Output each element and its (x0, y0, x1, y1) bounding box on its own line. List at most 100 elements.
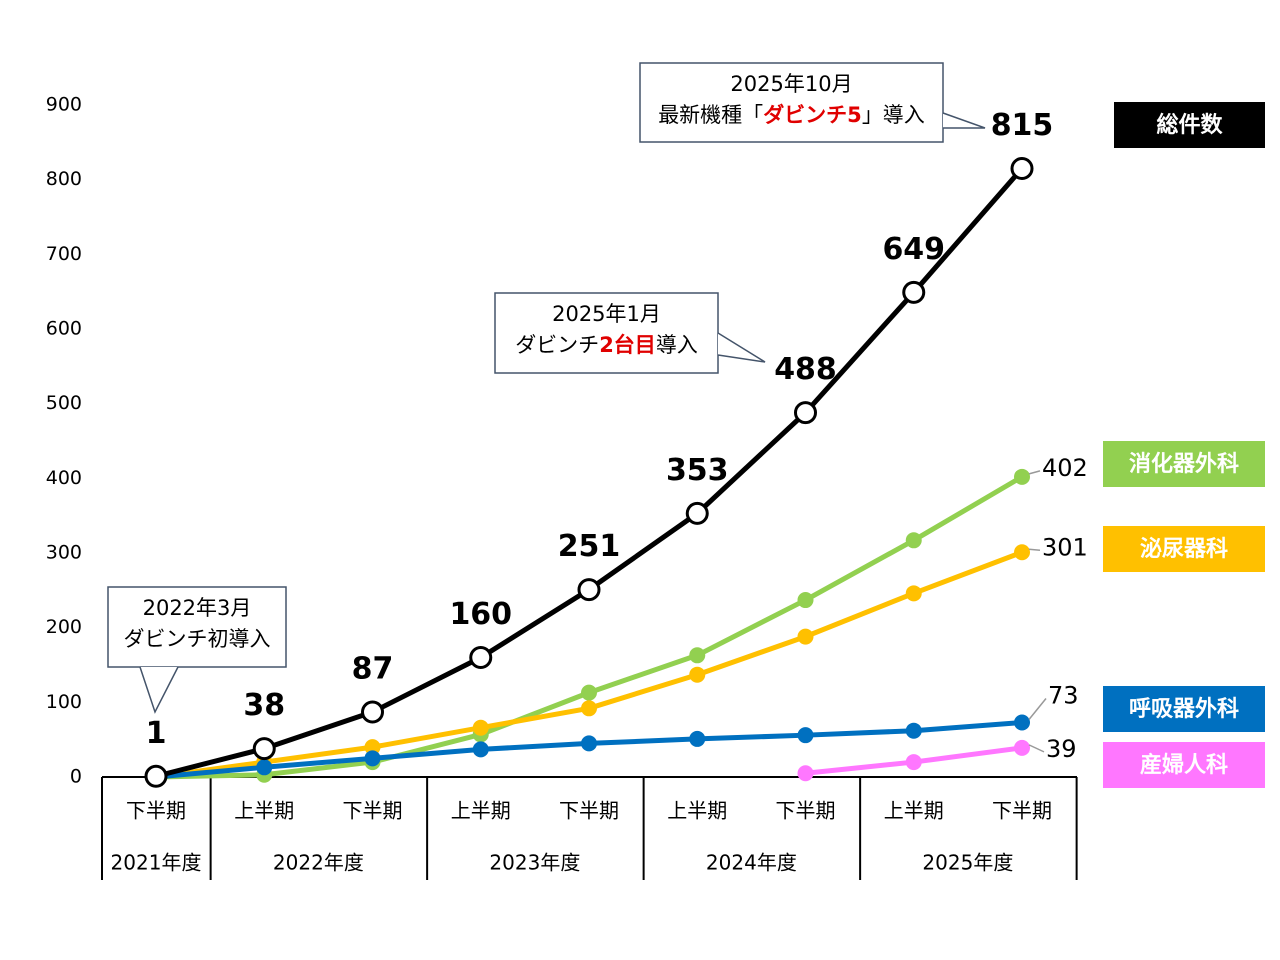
point (577, 578, 601, 602)
point (905, 585, 922, 602)
point (689, 666, 706, 683)
leader-line (1028, 744, 1045, 753)
point (252, 737, 276, 761)
annotation-text: 2022年3月 (143, 596, 252, 620)
annotation-segment: 2022年3月 (143, 596, 252, 620)
annotation-pointer (717, 332, 766, 363)
data-label: 160 (449, 597, 512, 632)
data-label: 38 (243, 688, 285, 723)
annotation-text: ダビンチ2台目導入 (515, 333, 698, 357)
annotation-text: 2025年10月 (730, 72, 852, 96)
legend-box (1103, 686, 1265, 732)
point (794, 401, 817, 425)
x-group-label: 2025年度 (922, 851, 1013, 875)
pointer-cover (109, 588, 285, 666)
pointer-cover (496, 294, 717, 372)
point (905, 532, 922, 549)
annotation-segment: 」導入 (862, 103, 925, 127)
point (689, 730, 706, 747)
y-tick-label: 700 (46, 243, 82, 265)
data-label: 87 (352, 652, 394, 687)
x-tick-label: 下半期 (776, 799, 836, 823)
x-group-label: 2021年度 (111, 851, 202, 875)
point (364, 750, 381, 767)
point (797, 765, 814, 782)
y-tick-label: 900 (46, 94, 82, 116)
point (1014, 544, 1030, 561)
y-tick-label: 800 (46, 168, 82, 190)
point (1010, 156, 1034, 180)
annotation-text: ダビンチ初導入 (124, 627, 271, 651)
point (685, 501, 709, 525)
annotation-segment: 2台目 (599, 333, 656, 357)
legend-box (1114, 102, 1265, 148)
point (797, 628, 814, 645)
annotation-pointer (942, 112, 986, 129)
point (581, 684, 597, 701)
annotation-text: 最新機種「ダビンチ5」導入 (658, 103, 925, 127)
y-tick-label: 400 (46, 467, 82, 489)
annotation-segment: ダビンチ (515, 333, 599, 357)
leader-line (1028, 548, 1041, 551)
point (361, 700, 384, 724)
data-label: 353 (666, 453, 729, 488)
data-label: 73 (1048, 681, 1079, 709)
point (1014, 714, 1030, 731)
data-label: 251 (558, 529, 621, 564)
annotation-text: 2025年1月 (552, 302, 661, 326)
legend-label: 総件数 (1156, 112, 1223, 138)
annotation-segment: 2025年10月 (730, 72, 852, 96)
point (581, 700, 597, 717)
point (472, 741, 489, 758)
leader-line (1028, 470, 1041, 475)
x-tick-label: 上半期 (884, 799, 944, 823)
x-group-label: 2024年度 (706, 851, 797, 875)
x-tick-label: 上半期 (451, 799, 511, 823)
annotation-segment: 導入 (656, 333, 698, 357)
point (905, 754, 922, 771)
point (797, 727, 814, 744)
x-tick-label: 上半期 (667, 799, 727, 823)
point (472, 719, 489, 736)
annotation-segment: ダビンチ初導入 (124, 627, 271, 651)
x-tick-label: 下半期 (126, 799, 186, 823)
legend-label: 産婦人科 (1140, 752, 1228, 778)
y-tick-label: 500 (46, 392, 82, 414)
point (902, 280, 926, 304)
data-label: 1 (146, 716, 167, 751)
annotation-segment: 最新機種「 (658, 103, 763, 127)
legend-box (1103, 526, 1265, 572)
legend-label: 呼吸器外科 (1129, 696, 1239, 722)
x-tick-label: 下半期 (992, 799, 1052, 823)
point (469, 646, 493, 670)
x-group-label: 2022年度 (273, 851, 364, 875)
point (144, 764, 168, 788)
point (1014, 468, 1030, 485)
x-tick-label: 上半期 (234, 799, 294, 823)
data-label: 402 (1042, 454, 1088, 482)
data-label: 488 (774, 352, 837, 387)
legend-box (1103, 441, 1265, 487)
point (364, 739, 381, 756)
x-tick-label: 下半期 (343, 799, 403, 823)
y-tick-label: 100 (46, 691, 82, 713)
legend-box (1103, 742, 1265, 788)
point (1014, 739, 1030, 756)
point (256, 759, 273, 776)
x-tick-label: 下半期 (559, 799, 619, 823)
y-tick-label: 300 (46, 542, 82, 564)
x-group-label: 2023年度 (489, 851, 580, 875)
annotation-segment: ダビンチ5 (763, 103, 862, 127)
y-tick-label: 600 (46, 318, 82, 340)
point (689, 647, 706, 664)
data-label: 39 (1046, 735, 1077, 763)
data-label: 815 (991, 108, 1054, 143)
y-tick-label: 200 (46, 616, 82, 638)
point (797, 592, 814, 609)
y-tick-label: 0 (70, 766, 82, 788)
legend-label: 泌尿器科 (1140, 536, 1228, 562)
